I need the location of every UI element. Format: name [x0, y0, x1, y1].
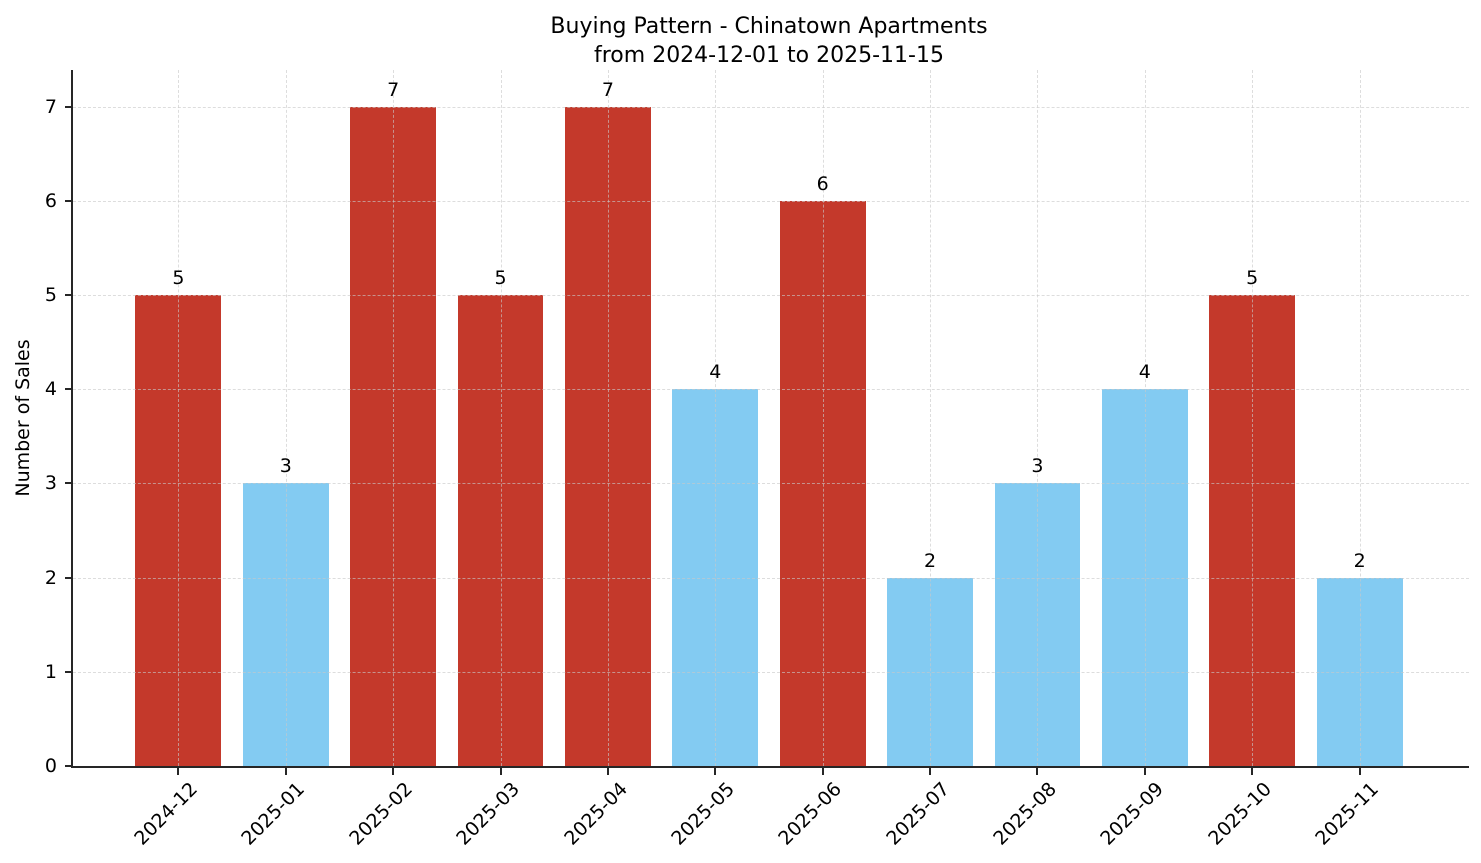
x-tick-mark — [1036, 768, 1039, 775]
plot-area — [71, 70, 1469, 768]
bar-value-label: 2 — [1353, 549, 1366, 572]
chart-subtitle: from 2024-12-01 to 2025-11-15 — [594, 43, 944, 68]
x-tick-mark — [821, 768, 824, 775]
y-tick-label: 0 — [44, 755, 57, 777]
x-tick-label: 2025-04 — [559, 778, 632, 850]
chart-title: Buying Pattern - Chinatown Apartments — [550, 14, 988, 39]
x-tick-mark — [929, 768, 932, 775]
x-tick-mark — [1143, 768, 1146, 775]
x-tick-label: 2025-09 — [1096, 778, 1169, 850]
y-tick-mark — [65, 765, 72, 767]
y-tick-label: 5 — [44, 284, 57, 307]
bar-2025-04 — [564, 106, 651, 766]
bar-value-label: 4 — [709, 361, 722, 384]
bar-value-label: 2 — [924, 549, 937, 572]
y-tick-label: 3 — [44, 472, 57, 495]
y-tick-mark — [65, 576, 72, 579]
bar-2025-06 — [779, 200, 866, 766]
x-tick-label: 2024-12 — [130, 778, 202, 850]
bar-value-label: 7 — [601, 78, 614, 101]
y-tick-mark — [65, 670, 72, 673]
y-tick-mark — [65, 294, 72, 297]
x-tick-mark — [1251, 768, 1254, 775]
bar-2025-02 — [350, 106, 437, 766]
x-tick-mark — [499, 768, 502, 775]
bar-value-label: 5 — [172, 267, 185, 290]
x-tick-label: 2025-07 — [881, 778, 954, 850]
x-tick-label: 2025-01 — [237, 778, 310, 850]
y-tick-label: 2 — [44, 566, 57, 589]
x-tick-label: 2025-10 — [1204, 778, 1276, 850]
bar-2025-10 — [1209, 295, 1296, 766]
x-tick-label: 2025-06 — [774, 778, 847, 850]
y-tick-label: 4 — [44, 378, 57, 401]
x-tick-label: 2025-05 — [667, 778, 739, 850]
bar-2025-08 — [994, 483, 1081, 766]
bar-value-label: 4 — [1138, 361, 1151, 384]
bar-value-label: 7 — [387, 78, 400, 101]
chart-title-block: Buying Pattern - Chinatown Apartments fr… — [71, 12, 1467, 70]
x-tick-label: 2025-03 — [452, 778, 525, 850]
bar-value-label: 6 — [816, 172, 829, 195]
bar-value-label: 5 — [494, 267, 507, 290]
y-tick-mark — [65, 482, 72, 485]
x-tick-label: 2025-02 — [345, 778, 417, 850]
y-tick-mark — [65, 199, 72, 202]
x-tick-mark — [606, 768, 609, 775]
bar-2025-09 — [1101, 389, 1188, 766]
x-tick-mark — [392, 768, 395, 775]
x-tick-mark — [284, 768, 287, 775]
x-tick-label: 2025-08 — [989, 778, 1062, 850]
y-tick-label: 6 — [44, 189, 57, 212]
x-tick-mark — [1358, 768, 1361, 775]
y-tick-mark — [65, 388, 72, 391]
bar-value-label: 5 — [1246, 267, 1259, 290]
bar-value-label: 3 — [279, 455, 292, 478]
bar-2024-12 — [135, 295, 222, 766]
bar-value-label: 3 — [1031, 455, 1044, 478]
y-tick-label: 1 — [44, 660, 57, 683]
y-tick-mark — [65, 105, 72, 108]
bar-2025-05 — [672, 389, 759, 766]
bar-2025-03 — [457, 295, 544, 766]
bar-2025-01 — [242, 483, 329, 766]
x-tick-mark — [177, 768, 180, 775]
x-tick-label: 2025-11 — [1311, 778, 1384, 850]
bar-2025-11 — [1316, 577, 1403, 766]
bar-2025-07 — [887, 577, 974, 766]
x-tick-mark — [714, 768, 717, 775]
y-tick-label: 7 — [44, 95, 57, 118]
